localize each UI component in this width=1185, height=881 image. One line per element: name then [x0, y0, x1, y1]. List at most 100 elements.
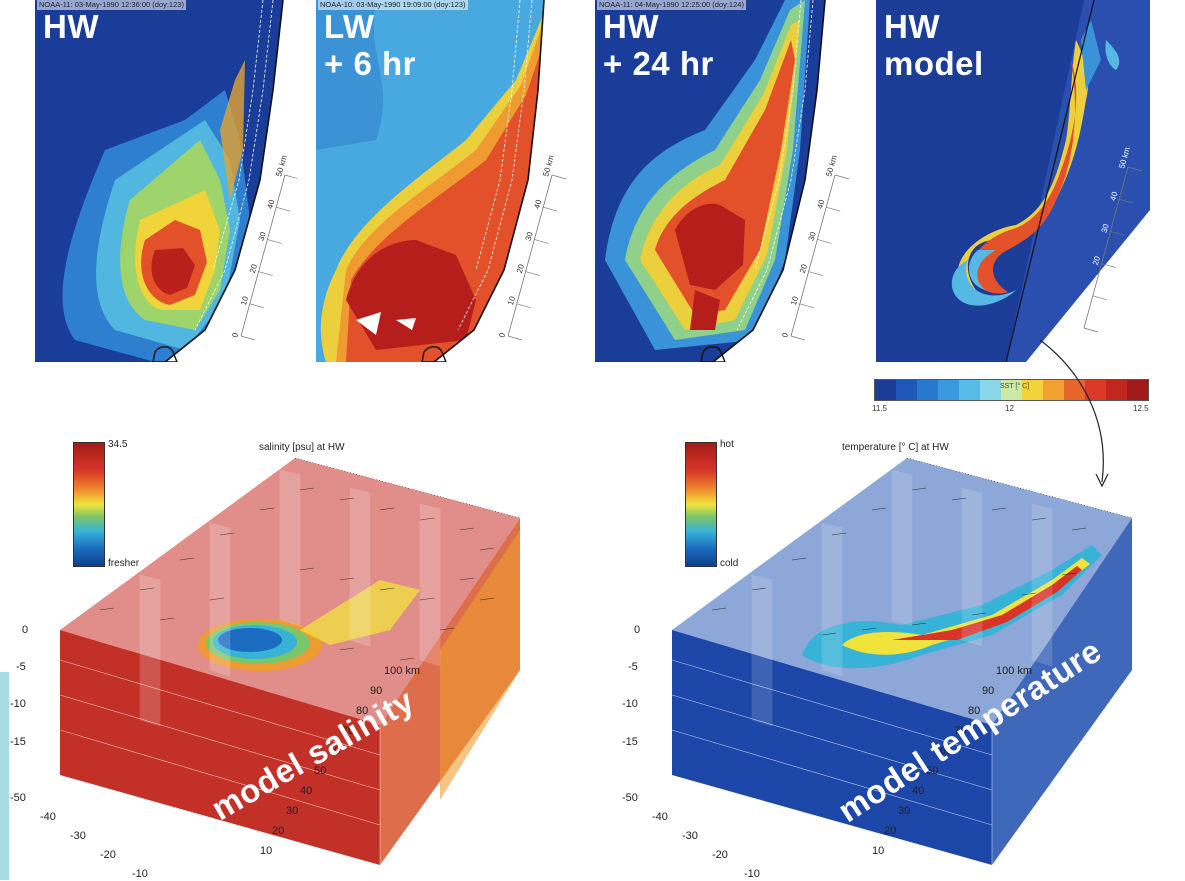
scale-tick-mark: [1083, 327, 1099, 333]
scale-tick-mark: [817, 239, 832, 244]
sst-colorbar-segment: [1106, 380, 1127, 400]
scale-tick-mark: [240, 335, 256, 341]
sst-tick-max: 12.5: [1133, 404, 1149, 413]
x-tick: -50: [10, 792, 26, 804]
y-tick: 40: [912, 785, 925, 797]
depth-tick: -5: [628, 661, 638, 673]
scale-tick-label: 10: [789, 295, 800, 307]
scale-tick-mark: [276, 206, 291, 212]
sst-colorbar-segment: [1043, 380, 1064, 400]
scale-tick-mark: [834, 174, 850, 180]
scale-tick-label: 50 km: [274, 154, 289, 178]
satellite-panel-hw-24hr: NOAA-11: 04-May-1990 12:25:00 (doy:124) …: [595, 0, 857, 362]
satellite-panel-lw: NOAA-10: 03-May-1990 19:09:00 (doy:123) …: [316, 0, 576, 362]
scale-tick-mark: [516, 303, 531, 309]
scale-tick-label: 10: [506, 295, 517, 307]
depth-tick: 0: [634, 624, 641, 636]
x-tick: -30: [682, 830, 698, 842]
sst-colorbar-segment: [980, 380, 1001, 400]
y-tick: 60: [940, 745, 953, 757]
scale-tick-label: 50 km: [541, 154, 556, 178]
sst-colorbar-segment: [896, 380, 917, 400]
depth-tick: -5: [16, 661, 26, 673]
scale-tick-label: 30: [807, 230, 818, 242]
scale-tick-mark: [1119, 198, 1134, 204]
scale-tick-mark: [525, 271, 540, 276]
model-temperature-panel: hot cold temperature [° C] at HW: [622, 430, 1172, 880]
y-tick: 30: [898, 805, 911, 817]
sst-colorbar-segment: [959, 380, 980, 400]
satellite-image-lw: [316, 0, 576, 362]
sst-colorbar-segment: [1001, 380, 1022, 400]
y-tick: 70: [954, 725, 967, 737]
temperature-colorbar-bottom: cold: [720, 558, 739, 569]
sst-colorbar: [874, 379, 1149, 401]
scale-tick-label: 0: [1073, 323, 1083, 330]
velocity-arrows: [711, 487, 1087, 636]
depth-tick: -10: [10, 698, 26, 710]
sst-colorbar-segment: [917, 380, 938, 400]
x-tick: -30: [70, 830, 86, 842]
sst-colorbar-segment: [875, 380, 896, 400]
x-tick: -50: [622, 792, 638, 804]
y-tick: 80: [968, 705, 981, 717]
depth-tick: 0: [22, 624, 29, 636]
scale-tick-label: 20: [515, 263, 526, 275]
panel-label: HW model: [884, 8, 984, 82]
satellite-panel-hw: NOAA-11: 03-May-1990 12:36:00 (doy:123) …: [35, 0, 297, 362]
y-tick: 10: [872, 845, 885, 857]
sst-colorbar-title: SST [° C]: [1000, 383, 1030, 390]
x-tick: -10: [744, 868, 760, 880]
sst-colorbar-segment: [1085, 380, 1106, 400]
scale-ticks: 0 10 20 30 40 50 km: [230, 154, 297, 341]
distance-scale: 0 10 20 30 40 50 km: [497, 154, 567, 341]
side-accent-bar: [0, 672, 9, 880]
panel-label: LW + 6 hr: [324, 8, 416, 82]
model-salinity-panel: 34.5 fresher salinity [psu] at HW: [10, 430, 560, 880]
scale-ticks: 0 10 20 30 40 50 km: [497, 154, 567, 341]
velocity-arrows: [99, 487, 495, 661]
scale-tick-label: 10: [239, 295, 250, 307]
satellite-image-hw-24hr: [595, 0, 857, 362]
sst-colorbar-segment: [1127, 380, 1148, 400]
x-tick: -20: [712, 849, 728, 861]
y-tick: 90: [982, 685, 995, 697]
scale-tick-mark: [790, 335, 806, 341]
distance-scale: 0 10 20 30 40 50 km: [1073, 146, 1143, 333]
scale-ticks: 0 10 20 30 40 50 km: [780, 154, 850, 341]
scale-tick-mark: [507, 335, 523, 341]
y-tick: 20: [884, 825, 897, 837]
x-tick: -20: [100, 849, 116, 861]
scale-tick-mark: [267, 239, 282, 244]
salinity-colorbar-bottom: fresher: [108, 558, 140, 569]
depth-tick: -15: [622, 736, 638, 748]
scale-tick-label: 20: [248, 263, 259, 275]
scale-tick-label: 0: [230, 331, 240, 338]
salinity-colorbar-top: 34.5: [108, 439, 128, 450]
scale-ticks: 0 10 20 30 40 50 km: [1073, 146, 1143, 333]
x-tick: -10: [132, 868, 148, 880]
scale-tick-mark: [534, 239, 549, 244]
scale-tick-mark: [258, 271, 273, 276]
scale-tick-label: 50 km: [824, 154, 839, 178]
y-tick: 80: [356, 705, 369, 717]
scale-tick-mark: [1127, 166, 1143, 172]
sst-colorbar-segment: [938, 380, 959, 400]
panel-caption: NOAA-11: 03-May-1990 12:36:00 (doy:123): [37, 0, 186, 10]
y-tick: 60: [328, 745, 341, 757]
scale-tick-label: 10: [1082, 287, 1093, 299]
x-tick: -40: [652, 811, 668, 823]
sst-tick-mid: 12: [1005, 404, 1014, 413]
scale-tick-label: 20: [798, 263, 809, 275]
scale-tick-label: 0: [497, 331, 507, 338]
temperature-volume: [671, 457, 1133, 865]
scale-tick-mark: [1101, 263, 1116, 268]
model-panel-hw: HW model 0 10 20 30 40 50 km: [876, 0, 1150, 362]
distance-scale: 0 10 20 30 40 50 km: [780, 154, 850, 341]
connector-arrow: [1039, 339, 1109, 488]
sst-tick-min: 11.5: [872, 404, 887, 413]
scale-tick-mark: [551, 174, 567, 180]
panel-label: HW + 24 hr: [603, 8, 714, 82]
scale-tick-mark: [1092, 295, 1107, 301]
depth-tick: -15: [10, 736, 26, 748]
